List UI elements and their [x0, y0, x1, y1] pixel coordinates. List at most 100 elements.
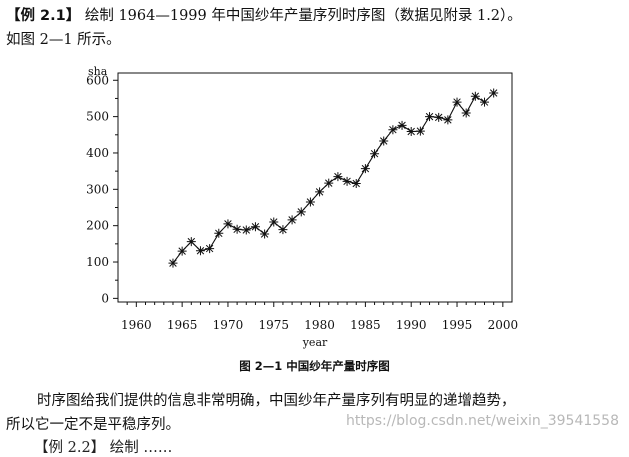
data-point	[470, 91, 480, 101]
asterisk-marker	[315, 187, 325, 197]
data-point	[342, 176, 352, 186]
data-point	[406, 127, 416, 137]
plot-frame	[117, 72, 513, 303]
asterisk-marker	[195, 246, 205, 256]
y-tick-label: 100	[86, 255, 109, 269]
asterisk-marker	[260, 229, 270, 239]
figure-reference: 如图 2—1 所示。	[6, 32, 121, 48]
asterisk-marker	[186, 237, 196, 247]
axes: 0 100 200 300 400 500 600 1960 1965 1970 1975 1980 1…	[86, 65, 518, 349]
x-tick-label: 1990	[396, 318, 427, 332]
asterisk-marker	[278, 225, 288, 235]
example-label: 【例 2.1】	[6, 8, 81, 24]
asterisk-marker	[232, 224, 242, 234]
asterisk-marker	[168, 258, 178, 268]
data-point	[278, 225, 288, 235]
asterisk-marker	[489, 88, 499, 98]
asterisk-marker	[342, 176, 352, 186]
asterisk-marker	[370, 149, 380, 159]
data-point	[315, 187, 325, 197]
x-tick-label: 1985	[350, 318, 381, 332]
data-point	[388, 125, 398, 135]
asterisk-marker	[443, 115, 453, 125]
data-point	[241, 225, 251, 235]
y-tick-label: 500	[86, 110, 109, 124]
asterisk-marker	[360, 164, 370, 174]
data-point	[250, 222, 260, 232]
data-point	[397, 120, 407, 130]
asterisk-marker	[397, 120, 407, 130]
data-point	[214, 228, 224, 238]
data-point	[287, 215, 297, 225]
asterisk-marker	[452, 97, 462, 107]
asterisk-marker	[480, 97, 490, 107]
y-tick-label: 0	[101, 291, 109, 305]
asterisk-marker	[425, 112, 435, 122]
data-point	[260, 229, 270, 239]
x-tick-label: 1975	[258, 318, 289, 332]
data-point	[223, 219, 233, 229]
data-point	[434, 112, 444, 122]
figure-caption: 图 2—1 中国纱年产量时序图	[239, 359, 390, 373]
data-point	[480, 97, 490, 107]
asterisk-marker	[333, 172, 343, 182]
x-tick-label: 1995	[442, 318, 473, 332]
asterisk-marker	[177, 246, 187, 256]
asterisk-marker	[205, 244, 215, 254]
data-point	[489, 88, 499, 98]
y-tick-label: 300	[86, 182, 109, 196]
data-point	[205, 244, 215, 254]
asterisk-marker	[241, 225, 251, 235]
asterisk-marker	[415, 126, 425, 136]
asterisk-marker	[250, 222, 260, 232]
asterisk-marker	[305, 197, 315, 207]
asterisk-marker	[223, 219, 233, 229]
asterisk-marker	[434, 112, 444, 122]
x-tick-label: 2000	[488, 318, 519, 332]
x-tick-label: 1965	[167, 318, 198, 332]
y-tick-label: 600	[86, 73, 109, 87]
data-point	[269, 217, 279, 227]
series-line	[172, 92, 495, 264]
time-series-chart: 0 100 200 300 400 500 600 1960 1965 1970 1975 1980 1…	[86, 65, 518, 349]
data-point	[415, 126, 425, 136]
asterisk-marker	[324, 178, 334, 188]
data-point	[296, 207, 306, 217]
asterisk-marker	[406, 127, 416, 137]
y-tick-label: 400	[86, 146, 109, 160]
asterisk-marker	[351, 179, 361, 189]
asterisk-marker	[379, 136, 389, 146]
next-example-cut-line: 【例 2.2】 绘制 ……	[34, 440, 173, 456]
data-point	[379, 136, 389, 146]
y-tick-label: 200	[86, 219, 109, 233]
paragraph-line-1: 时序图给我们提供的信息非常明确，中国纱年产量序列有明显的递增趋势，	[37, 393, 516, 409]
asterisk-marker	[296, 207, 306, 217]
asterisk-marker	[388, 125, 398, 135]
data-point	[305, 197, 315, 207]
asterisk-marker	[214, 228, 224, 238]
data-point	[186, 237, 196, 247]
watermark: https://blog.csdn.net/weixin_39541558	[345, 413, 619, 429]
x-axis-label: year	[302, 336, 328, 349]
data-point	[324, 178, 334, 188]
data-point	[425, 112, 435, 122]
asterisk-marker	[287, 215, 297, 225]
asterisk-marker	[461, 108, 471, 118]
data-point	[452, 97, 462, 107]
y-axis-label: sha	[88, 65, 108, 78]
data-point	[443, 115, 453, 125]
data-point	[370, 149, 380, 159]
asterisk-marker	[470, 91, 480, 101]
data-point	[333, 172, 343, 182]
x-tick-label: 1970	[213, 318, 244, 332]
data-point	[168, 258, 178, 268]
data-point	[351, 179, 361, 189]
data-point	[195, 246, 205, 256]
x-tick-label: 1960	[121, 318, 152, 332]
asterisk-marker	[269, 217, 279, 227]
data-marks	[168, 88, 499, 268]
data-point	[232, 224, 242, 234]
data-point	[360, 164, 370, 174]
data-point	[177, 246, 187, 256]
paragraph-line-2: 所以它一定不是平稳序列。	[6, 417, 180, 433]
